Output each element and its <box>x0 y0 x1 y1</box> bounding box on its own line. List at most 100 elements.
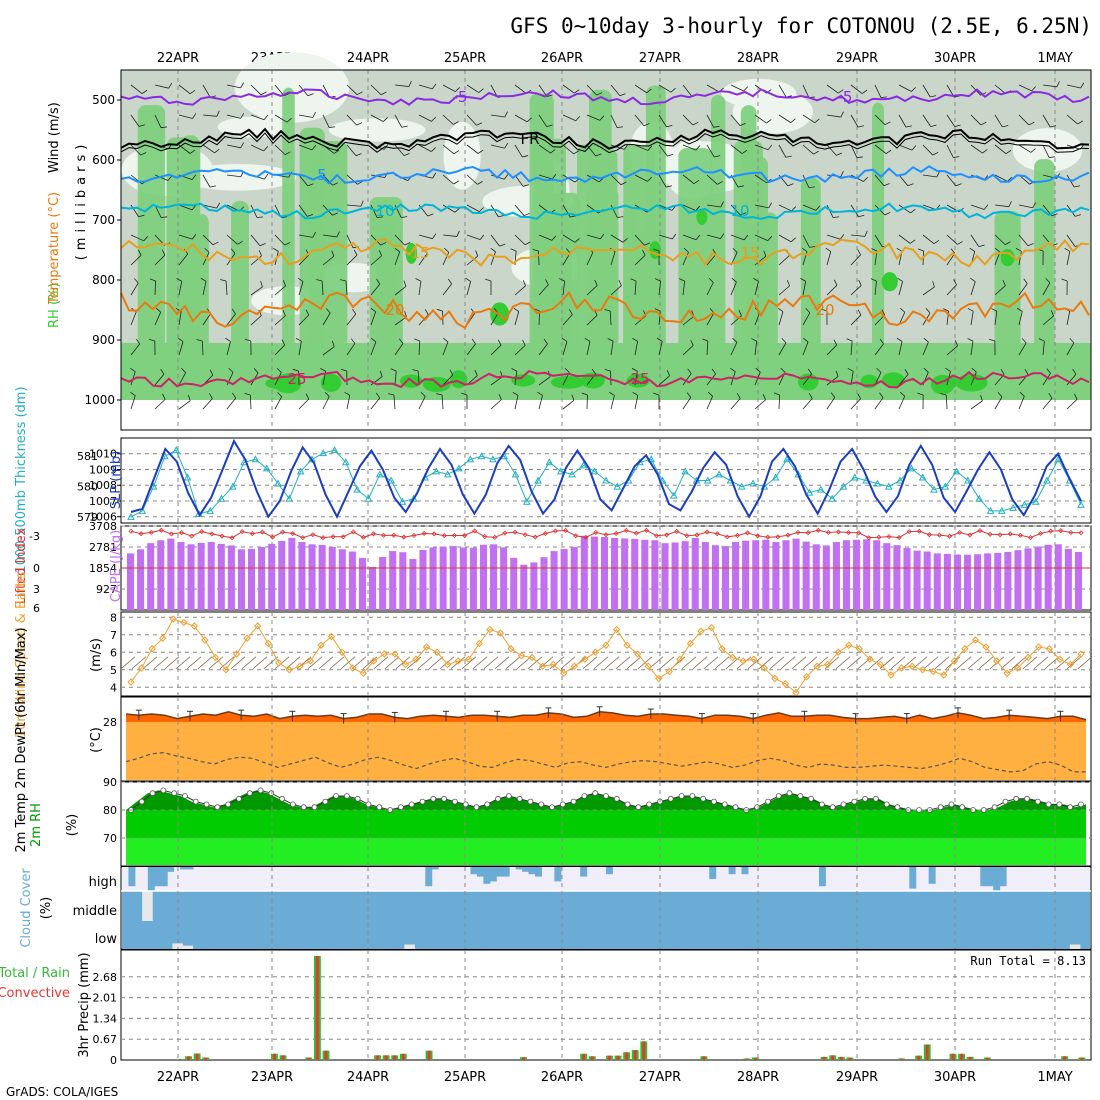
wind-barb-feather <box>477 149 484 154</box>
wind-barb-feather <box>815 205 821 211</box>
wind-barb <box>442 374 454 386</box>
wind-barb-feather <box>436 308 443 312</box>
wind-speed-point <box>285 666 294 674</box>
cape-bar <box>207 542 215 610</box>
wind-barb <box>466 255 479 266</box>
wind-barb <box>442 84 456 92</box>
wind-barb <box>130 371 136 386</box>
cape-bar <box>802 541 810 610</box>
wind-barb-feather <box>767 144 773 150</box>
rh2-point <box>894 804 901 811</box>
rh2-point <box>948 801 955 808</box>
li-point <box>1017 532 1023 538</box>
isotherm-fr-second <box>120 132 1090 154</box>
wind-barb-feather <box>209 393 213 399</box>
wind-speed-point <box>560 669 568 677</box>
li-point <box>189 533 195 539</box>
thickness-point <box>602 476 610 484</box>
thickness-point <box>296 467 305 475</box>
wind-barb-feather <box>138 249 142 256</box>
wind-barb <box>586 144 597 157</box>
cape-bar <box>621 538 629 610</box>
cape-bar <box>580 535 588 610</box>
surface-wind-barb <box>1044 656 1060 670</box>
wind-barb-feather <box>740 212 747 216</box>
li-point <box>239 529 245 535</box>
wind-barb-feather <box>148 338 155 342</box>
wind-barb <box>418 253 428 266</box>
wind-barb-feather <box>332 212 339 216</box>
wind-barb-feather <box>453 121 459 125</box>
wind-barb <box>321 281 324 296</box>
li-point <box>168 531 174 537</box>
wind-barb <box>442 234 457 237</box>
precip-convective-bar <box>985 1057 989 1060</box>
wind-barb-feather <box>546 124 553 128</box>
wind-speed-point <box>633 650 642 658</box>
surface-wind-barb <box>142 656 158 670</box>
wind-barb <box>850 114 859 128</box>
wind-barb <box>802 114 815 124</box>
li-point <box>653 533 660 539</box>
rh2-point <box>678 793 685 799</box>
cloud-high-bar <box>160 867 168 887</box>
cape-bar <box>187 544 195 610</box>
wind-speed-point <box>581 655 589 663</box>
rh2-point <box>786 790 793 797</box>
cloud-high-bar <box>606 867 613 875</box>
wind-barb <box>1042 282 1051 296</box>
li-point <box>866 535 872 541</box>
wind-barb-feather <box>880 96 887 99</box>
wind-barb <box>514 234 526 246</box>
wind-barb <box>274 344 285 356</box>
cape-bar <box>147 543 155 610</box>
wind-speed-point <box>253 622 262 630</box>
wind-barb <box>346 84 358 95</box>
wind-barb <box>850 84 863 94</box>
wind-barb <box>514 174 524 187</box>
li-point <box>947 533 953 539</box>
cape-bar <box>822 545 830 610</box>
pressure-tick: 800 <box>92 273 115 287</box>
wind-speed-point <box>243 634 251 642</box>
wind-barb <box>970 144 983 154</box>
wind-speed-point <box>433 648 441 656</box>
thickness-point <box>1077 500 1085 508</box>
wind-barb-feather <box>905 125 912 128</box>
surface-wind-barb <box>252 656 268 670</box>
wind-barb-feather <box>370 337 377 343</box>
rh2-point <box>689 793 696 799</box>
wind-barb-feather <box>455 87 460 92</box>
wind-barb-feather <box>1072 368 1077 375</box>
thickness-point <box>930 485 938 493</box>
wind-barb-feather <box>991 308 997 312</box>
wind-barb-feather <box>431 116 436 122</box>
wind-barb <box>514 311 520 326</box>
wind-barb <box>322 234 337 238</box>
wind-barb <box>442 252 450 266</box>
wind-barb-feather <box>551 235 557 241</box>
wind-barb-feather <box>497 339 502 346</box>
wind-barb <box>346 234 354 248</box>
wind-barb-feather <box>485 278 492 282</box>
wind-speed-point <box>697 627 705 635</box>
wind-barb-feather <box>432 172 437 179</box>
rh2-point <box>138 798 145 805</box>
rh2-point <box>1002 798 1009 805</box>
wind-speed-point <box>992 657 1001 665</box>
wind-barb <box>658 114 667 128</box>
wind-speed-point <box>665 667 674 676</box>
wind-barb-feather <box>546 94 553 97</box>
li-point <box>714 531 720 537</box>
cape-bar <box>651 540 659 610</box>
date-label-top: 1MAY <box>1037 51 1072 66</box>
cloud-high-bar <box>928 867 936 884</box>
wind-tick: 8 <box>110 611 117 624</box>
cloud-mid-low <box>122 891 1090 949</box>
wind-barb-feather <box>574 238 580 243</box>
isotherm-25 <box>120 369 1090 389</box>
wind-barb <box>730 234 745 241</box>
wind-barb-feather <box>453 150 460 155</box>
thickness-point <box>873 479 882 487</box>
wind-barb-feather <box>1002 279 1006 286</box>
